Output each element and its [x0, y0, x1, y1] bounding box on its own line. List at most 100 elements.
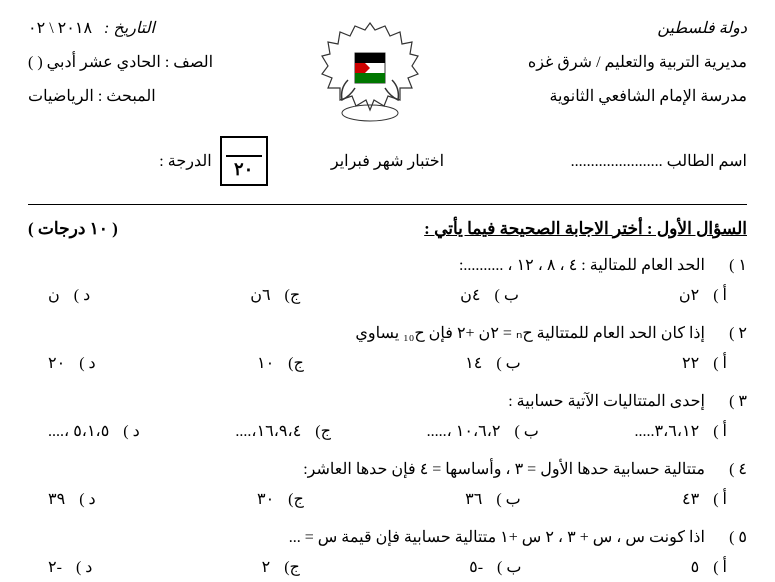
option-label: د ) — [74, 285, 90, 305]
option: د ) ٢٠ — [48, 353, 96, 373]
option-label: ب ) — [497, 557, 521, 577]
question-number: ٤ ) — [719, 459, 747, 479]
option-value: ١٦،٩،٤،.... — [235, 421, 301, 441]
option: ب ) ١٤ — [465, 353, 521, 373]
grade-total: ٢٠ — [234, 159, 253, 180]
date-value: ٢٠١٨ \ ٠٢ — [28, 20, 92, 37]
grade-wrap: ٢٠ الدرجة : — [28, 136, 268, 186]
option-value: ٥،١،٥ ،.... — [48, 421, 109, 441]
option: ج) ٢ — [262, 557, 300, 577]
option-label: ب ) — [514, 421, 538, 441]
exam-title: اختبار شهر فبراير — [268, 151, 508, 171]
option: ب ) ١٠،٦،٢ ،..... — [427, 421, 539, 441]
option: ب ) ٤ن — [460, 285, 519, 305]
option-value: ٣٩ — [48, 489, 65, 509]
question-row: ٤ ) متتالية حسابية حدها الأول = ٣ ، وأساس… — [28, 459, 747, 479]
option-label: ب ) — [495, 285, 519, 305]
grade-label: الدرجة : — [159, 151, 211, 171]
option-value: ١٠ — [257, 353, 274, 373]
option-label: د ) — [123, 421, 139, 441]
class-label: الصف : الحادي عشر أدبي ( ) — [28, 52, 213, 72]
option-label: ج) — [285, 285, 301, 305]
option-value: ٢ن — [679, 285, 699, 305]
header-right: دولة فلسطين مديرية التربية والتعليم / شر… — [528, 18, 747, 106]
options-row: أ ) ٥ ب ) -٥ ج) ٢ د ) -٢ — [28, 557, 747, 577]
option: أ ) ٢٢ — [682, 353, 727, 373]
question-text: الحد العام للمتالية : ٤ ، ٨ ، ١٢ ، .....… — [28, 255, 705, 275]
option-value: ٢ — [262, 557, 271, 577]
options-row: أ ) ٢٢ ب ) ١٤ ج) ١٠ د ) ٢٠ — [28, 353, 747, 373]
header-left: التاريخ : ٢٠١٨ \ ٠٢ الصف : الحادي عشر أد… — [28, 18, 213, 106]
option-value: ١٠،٦،٢ ،..... — [427, 421, 501, 441]
option-label: أ ) — [713, 489, 727, 509]
question-row: ٢ ) إذا كان الحد العام للمتتالية حₙ = ٢ن … — [28, 323, 747, 343]
option-label: ب ) — [496, 353, 520, 373]
option-value: ٢٢ — [682, 353, 699, 373]
option-label: ب ) — [496, 489, 520, 509]
grade-box: ٢٠ — [220, 136, 268, 186]
option-value: -٢ — [48, 557, 62, 577]
option: د ) -٢ — [48, 557, 92, 577]
questions-container: ١ ) الحد العام للمتالية : ٤ ، ٨ ، ١٢ ، ..… — [28, 255, 747, 577]
question-number: ٣ ) — [719, 391, 747, 411]
student-name: اسم الطالب ....................... — [507, 151, 747, 171]
country-label: دولة فلسطين — [528, 18, 747, 38]
option: ج) ١٦،٩،٤،.... — [235, 421, 331, 441]
option: ج) ٦ن — [250, 285, 300, 305]
option-value: -٥ — [469, 557, 483, 577]
options-row: أ ) ٣،٦،١٢..... ب ) ١٠،٦،٢ ،..... ج) ١٦،٩،٤،.… — [28, 421, 747, 441]
title-row: اسم الطالب ....................... اختبا… — [28, 136, 747, 186]
question-text: إحدى المتتاليات الآتية حسابية : — [28, 391, 705, 411]
question-header: السؤال الأول : أختر الاجابة الصحيحة فيما… — [28, 219, 747, 239]
question-number: ٥ ) — [719, 527, 747, 547]
option-value: ٣٠ — [257, 489, 274, 509]
date-label: التاريخ : — [104, 20, 155, 37]
question-text: اذا كونت س ، س + ٣ ، ٢ س +١ متتالية حساب… — [28, 527, 705, 547]
option-label: ج) — [288, 489, 304, 509]
question-number: ١ ) — [719, 255, 747, 275]
option: ج) ١٠ — [257, 353, 304, 373]
option-label: ج) — [284, 557, 300, 577]
date-row: التاريخ : ٢٠١٨ \ ٠٢ — [28, 18, 213, 38]
q1-title: السؤال الأول : أختر الاجابة الصحيحة فيما… — [424, 219, 747, 239]
option-value: ١٤ — [465, 353, 482, 373]
q1-marks: ( ١٠ درجات ) — [28, 219, 118, 239]
option: د ) ٥،١،٥ ،.... — [48, 421, 140, 441]
question-text: إذا كان الحد العام للمتتالية حₙ = ٢ن +٢ … — [28, 323, 705, 343]
option-value: ٥ — [691, 557, 700, 577]
directorate-label: مديرية التربية والتعليم / شرق غزه — [528, 52, 747, 72]
subject-label: المبحث : الرياضيات — [28, 86, 213, 106]
option-value: ن — [48, 285, 60, 305]
question-row: ١ ) الحد العام للمتالية : ٤ ، ٨ ، ١٢ ، ..… — [28, 255, 747, 275]
option-value: ٢٠ — [48, 353, 65, 373]
option: ب ) -٥ — [469, 557, 521, 577]
option-label: ج) — [315, 421, 331, 441]
option: أ ) ٢ن — [679, 285, 727, 305]
option: أ ) ٣،٦،١٢..... — [635, 421, 727, 441]
question-text: متتالية حسابية حدها الأول = ٣ ، وأساسها … — [28, 459, 705, 479]
emblem-icon — [320, 18, 420, 128]
option-value: ٦ن — [250, 285, 270, 305]
option-value: ٤ن — [460, 285, 480, 305]
option-value: ٣٦ — [465, 489, 482, 509]
question-row: ٥ ) اذا كونت س ، س + ٣ ، ٢ س +١ متتالية ح… — [28, 527, 747, 547]
option-value: ٣،٦،١٢..... — [635, 421, 700, 441]
option: ج) ٣٠ — [257, 489, 304, 509]
option: أ ) ٥ — [691, 557, 727, 577]
option-label: د ) — [79, 353, 95, 373]
question-number: ٢ ) — [719, 323, 747, 343]
option-label: د ) — [76, 557, 92, 577]
option-label: ج) — [288, 353, 304, 373]
option-label: أ ) — [713, 353, 727, 373]
divider — [28, 204, 747, 205]
option: د ) ن — [48, 285, 90, 305]
option-value: ٤٣ — [682, 489, 699, 509]
options-row: أ )٤٣ب )٣٦ج)٣٠د )٣٩ — [28, 489, 747, 509]
option-label: أ ) — [713, 421, 727, 441]
options-row: أ ) ٢ن ب ) ٤ن ج) ٦ن د ) ن — [28, 285, 747, 305]
option-label: أ ) — [713, 285, 727, 305]
header: دولة فلسطين مديرية التربية والتعليم / شر… — [28, 18, 747, 128]
question-row: ٣ ) إحدى المتتاليات الآتية حسابية : — [28, 391, 747, 411]
option-label: أ ) — [713, 557, 727, 577]
option: ب ) ٣٦ — [465, 489, 521, 509]
